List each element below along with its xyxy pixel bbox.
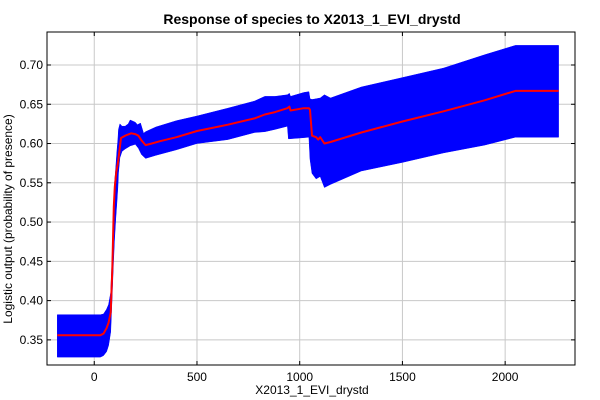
y-tick-label: 0.35	[20, 333, 44, 347]
x-tick-label: 2000	[492, 370, 519, 384]
y-axis-ticks: 0.35 0.40 0.45 0.50 0.55 0.60 0.65 0.70	[20, 58, 575, 347]
x-tick-label: 500	[187, 370, 207, 384]
y-tick-label: 0.45	[20, 254, 44, 268]
mean-response-line	[57, 89, 559, 337]
chart-title: Response of species to X2013_1_EVI_dryst…	[163, 11, 460, 27]
plot-frame	[46, 31, 576, 366]
y-tick-label: 0.70	[20, 58, 44, 72]
x-tick-label: 1000	[286, 370, 313, 384]
y-tick-label: 0.55	[20, 176, 44, 190]
x-tick-label: 1500	[389, 370, 416, 384]
y-tick-label: 0.40	[20, 294, 44, 308]
y-tick-label: 0.65	[20, 97, 44, 111]
mean-response-layer	[57, 89, 559, 337]
y-tick-label: 0.50	[20, 215, 44, 229]
confidence-band	[57, 45, 559, 358]
x-axis-label: X2013_1_EVI_drystd	[255, 383, 368, 397]
y-tick-label: 0.60	[20, 137, 44, 151]
x-axis-ticks: 0 500 1000 1500 2000	[91, 32, 519, 384]
y-axis-label: Logistic output (probability of presence…	[1, 114, 15, 323]
confidence-band-area	[57, 45, 559, 358]
x-tick-label: 0	[91, 370, 98, 384]
